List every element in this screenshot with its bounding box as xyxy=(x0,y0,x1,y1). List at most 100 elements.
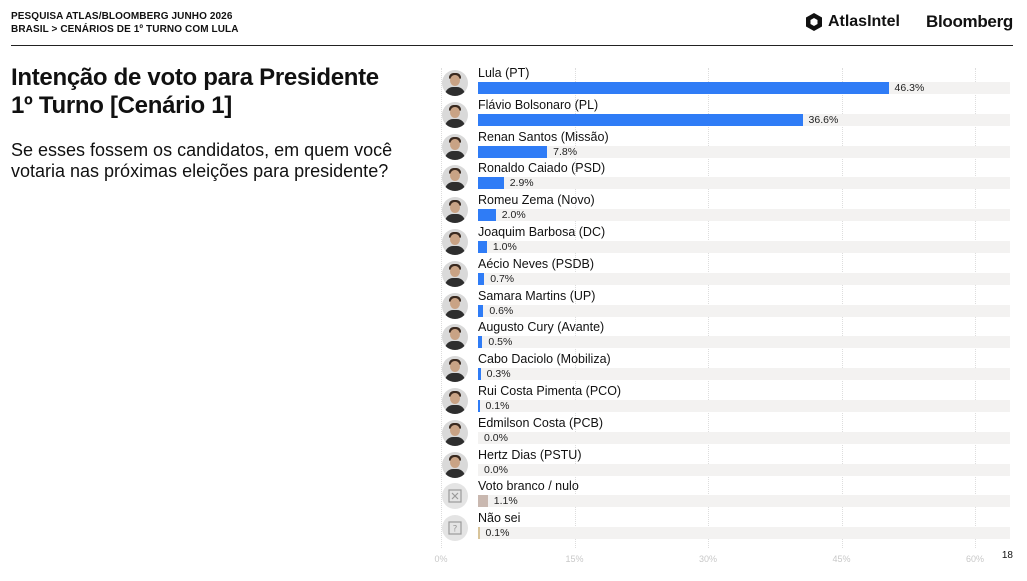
data-bar xyxy=(478,304,484,317)
bar-track xyxy=(478,400,1010,412)
bar-track xyxy=(478,241,1010,253)
data-label: 1.1% xyxy=(493,495,518,508)
candidate-avatar xyxy=(442,101,468,128)
data-label: 2.9% xyxy=(509,177,534,190)
bar-track xyxy=(478,272,1010,285)
category-label: Samara Martins (UP) xyxy=(478,288,596,303)
chart-row: Hertz Dias (PSTU) 0.0% xyxy=(440,448,1015,480)
svg-text:?: ? xyxy=(453,525,458,535)
chart-row: Ronaldo Caiado (PSD) 2.9% xyxy=(440,161,1015,193)
data-bar xyxy=(478,241,487,253)
data-label: 0.0% xyxy=(484,463,508,476)
candidate-avatar xyxy=(442,356,468,383)
header-divider xyxy=(11,45,1013,46)
category-label: Edmilson Costa (PCB) xyxy=(478,415,604,430)
bloomberg-logo: Bloomberg xyxy=(925,12,1013,31)
bar-track xyxy=(478,209,1010,222)
bar-track xyxy=(478,431,1010,444)
candidate-avatar xyxy=(442,292,468,319)
category-label: Augusto Cury (Avante) xyxy=(478,320,605,335)
category-label: Hertz Dias (PSTU) xyxy=(478,447,582,462)
data-bar xyxy=(478,495,488,508)
data-label: 0.0% xyxy=(484,431,508,444)
category-label: Cabo Daciolo (Mobiliza) xyxy=(478,352,611,367)
chart-row: Cabo Daciolo (Mobiliza) 0.3% xyxy=(440,352,1015,384)
category-label: Flávio Bolsonaro (PL) xyxy=(478,97,599,112)
chart-row: Joaquim Barbosa (DC) 1.0% xyxy=(440,225,1015,257)
category-label: Romeu Zema (Novo) xyxy=(478,193,595,208)
chart-row: Voto branco / nulo 1.1% xyxy=(440,479,1015,511)
category-label: Não sei xyxy=(478,511,521,526)
data-bar xyxy=(478,82,889,94)
bar-track xyxy=(478,177,1010,190)
data-bar xyxy=(478,177,504,190)
candidate-avatar xyxy=(442,229,468,255)
data-label: 0.5% xyxy=(488,336,513,349)
data-bar xyxy=(478,400,480,412)
page-title-line-1: Intenção de voto para Presidente xyxy=(11,64,379,91)
candidate-avatar xyxy=(442,197,468,224)
data-bar xyxy=(478,113,803,126)
bar-track xyxy=(478,495,1010,508)
data-bar xyxy=(478,336,483,349)
category-label: Joaquim Barbosa (DC) xyxy=(478,225,606,239)
category-label: Renan Santos (Missão) xyxy=(478,129,609,144)
chart-row: Edmilson Costa (PCB) 0.0% xyxy=(440,416,1015,448)
chart-row: Rui Costa Pimenta (PCO) 0.1% xyxy=(440,384,1015,416)
candidate-avatar xyxy=(442,451,468,478)
header-brands: AtlasIntel Bloomberg xyxy=(804,9,1013,35)
category-label: Rui Costa Pimenta (PCO) xyxy=(478,384,622,398)
data-label: 7.8% xyxy=(553,145,578,158)
data-label: 36.6% xyxy=(808,113,839,126)
chart-row: Renan Santos (Missão) 7.8% xyxy=(440,130,1015,162)
data-label: 2.0% xyxy=(501,209,526,222)
page-number: 18 xyxy=(1001,550,1013,561)
question-box-icon: ? xyxy=(442,515,468,542)
page-title-line-2: 1º Turno [Cenário 1] xyxy=(11,92,233,119)
data-label: 0.7% xyxy=(490,272,515,285)
bar-track xyxy=(478,368,1010,381)
category-label: Aécio Neves (PSDB) xyxy=(478,256,595,271)
bar-track xyxy=(478,304,1010,317)
data-label: 0.3% xyxy=(486,368,511,381)
chart-row: Aécio Neves (PSDB) 0.7% xyxy=(440,257,1015,289)
data-label: 46.3% xyxy=(894,82,925,94)
bar-track xyxy=(478,463,1010,476)
candidate-avatar xyxy=(442,165,468,192)
chart-row: Augusto Cury (Avante) 0.5% xyxy=(440,320,1015,352)
data-label: 0.6% xyxy=(489,304,514,317)
data-bar xyxy=(478,527,480,540)
bar-track xyxy=(478,336,1010,349)
atlasintel-logo: AtlasIntel xyxy=(804,12,900,32)
chart-row: Flávio Bolsonaro (PL) 36.6% xyxy=(440,98,1015,130)
data-label: 1.0% xyxy=(492,241,517,253)
header-left: PESQUISA ATLAS/BLOOMBERG JUNHO 2026 BRAS… xyxy=(11,10,239,36)
chart-row: Samara Martins (UP) 0.6% xyxy=(440,289,1015,321)
data-bar xyxy=(478,145,548,158)
category-label: Ronaldo Caiado (PSD) xyxy=(478,161,606,176)
page-title: Intenção de voto para Presidente 1º Turn… xyxy=(11,64,411,120)
candidate-avatar xyxy=(442,388,468,414)
category-label: Voto branco / nulo xyxy=(478,479,579,494)
bar-track xyxy=(478,527,1010,540)
bar-track xyxy=(478,145,1010,158)
survey-question: Se esses fossem os candidatos, em quem v… xyxy=(11,140,393,181)
breadcrumb: BRASIL > CENÁRIOS DE 1º TURNO COM LULA xyxy=(11,24,239,35)
candidate-avatar xyxy=(442,419,468,446)
x-box-icon xyxy=(442,483,468,510)
chart-row: Romeu Zema (Novo) 2.0% xyxy=(440,193,1015,225)
candidate-avatar xyxy=(442,133,468,160)
chart-row: ? Não sei 0.1% xyxy=(440,511,1015,543)
candidate-avatar xyxy=(442,260,468,287)
data-bar xyxy=(478,368,481,381)
data-bar xyxy=(478,272,485,285)
data-bar xyxy=(478,209,496,222)
chart-row: Lula (PT) 46.3% xyxy=(440,66,1015,98)
candidate-avatar xyxy=(442,70,468,96)
atlasintel-wordmark: AtlasIntel xyxy=(827,13,900,30)
data-label: 0.1% xyxy=(485,527,510,540)
category-label: Lula (PT) xyxy=(478,66,530,80)
candidate-avatar xyxy=(442,324,468,351)
survey-title: PESQUISA ATLAS/BLOOMBERG JUNHO 2026 xyxy=(11,11,233,22)
